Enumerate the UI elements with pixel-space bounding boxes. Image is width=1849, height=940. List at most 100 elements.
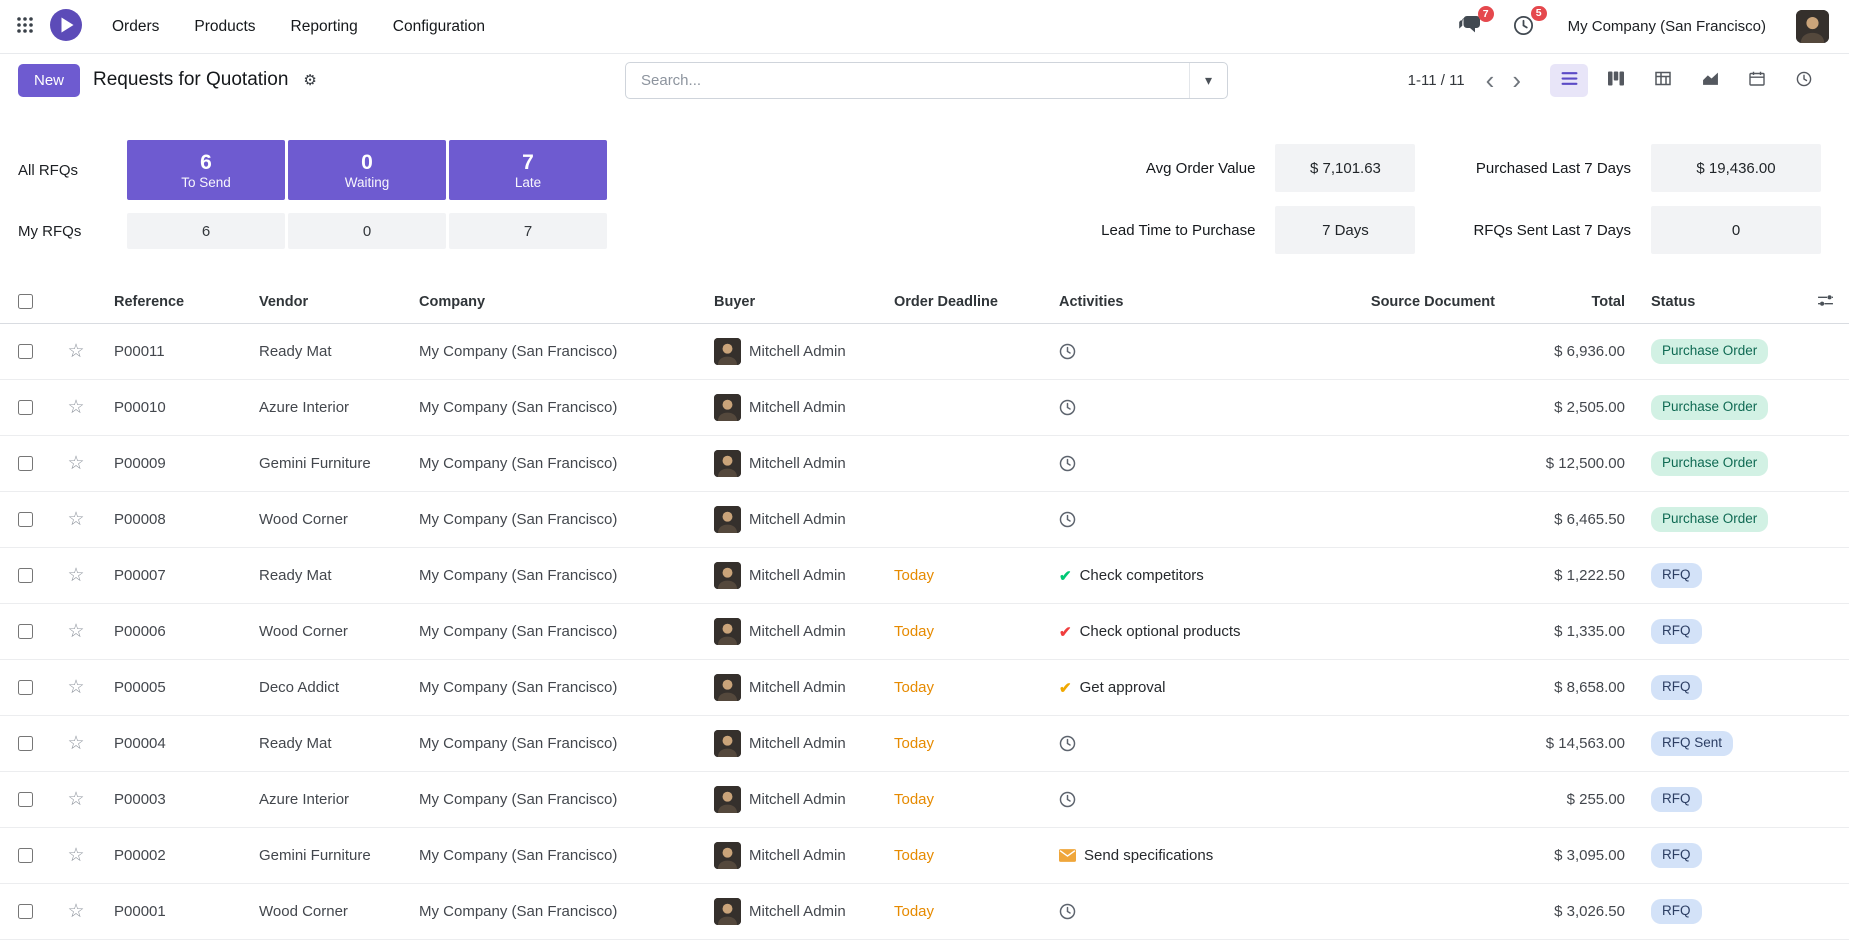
buyer-avatar: [714, 450, 741, 477]
header-total[interactable]: Total: [1591, 293, 1625, 310]
row-checkbox[interactable]: [18, 344, 33, 359]
company-switcher[interactable]: My Company (San Francisco): [1562, 17, 1772, 36]
favorite-star-icon[interactable]: ☆: [67, 398, 85, 417]
activities-cell[interactable]: ✔ Get approval: [1047, 679, 1317, 697]
row-checkbox[interactable]: [18, 736, 33, 751]
table-row[interactable]: ☆ P00003 Azure Interior My Company (San …: [0, 772, 1849, 828]
activities-cell[interactable]: ✔ Check competitors: [1047, 567, 1317, 585]
header-buyer[interactable]: Buyer: [714, 293, 756, 310]
search-dropdown-toggle[interactable]: ▾: [1189, 63, 1227, 98]
activities-cell[interactable]: ✔: [1047, 455, 1317, 472]
favorite-star-icon[interactable]: ☆: [67, 790, 85, 809]
table-row[interactable]: ☆ P00001 Wood Corner My Company (San Fra…: [0, 884, 1849, 940]
favorite-star-icon[interactable]: ☆: [67, 622, 85, 641]
header-order-deadline[interactable]: Order Deadline: [894, 293, 998, 310]
menu-configuration[interactable]: Configuration: [391, 14, 487, 40]
reference-cell: P00008: [114, 511, 166, 528]
activities-cell[interactable]: ✔ Check optional products: [1047, 623, 1317, 641]
pager-next-button[interactable]: ›: [1503, 67, 1530, 93]
apps-menu-button[interactable]: [12, 12, 38, 41]
status-badge: RFQ: [1651, 675, 1702, 700]
activities-cell[interactable]: ✔: [1047, 343, 1317, 360]
table-row[interactable]: ☆ P00009 Gemini Furniture My Company (Sa…: [0, 436, 1849, 492]
vendor-cell: Azure Interior: [259, 791, 350, 808]
menu-orders[interactable]: Orders: [110, 14, 161, 40]
row-checkbox[interactable]: [18, 456, 33, 471]
view-kanban-button[interactable]: [1597, 64, 1635, 97]
header-status[interactable]: Status: [1651, 293, 1696, 310]
stat-all-to-send[interactable]: 6 To Send: [127, 140, 285, 200]
table-row[interactable]: ☆ P00002 Gemini Furniture My Company (Sa…: [0, 828, 1849, 884]
reference-cell: P00001: [114, 903, 166, 920]
company-cell: My Company (San Francisco): [419, 735, 618, 752]
row-checkbox[interactable]: [18, 680, 33, 695]
header-source-document[interactable]: Source Document: [1370, 293, 1495, 310]
main-menu: Orders Products Reporting Configuration: [110, 14, 487, 40]
favorite-star-icon[interactable]: ☆: [67, 454, 85, 473]
menu-reporting[interactable]: Reporting: [289, 14, 360, 40]
optional-columns-button[interactable]: [1813, 289, 1838, 315]
kpi-lead-time[interactable]: 7 Days: [1275, 206, 1416, 254]
view-graph-button[interactable]: [1691, 64, 1729, 97]
favorite-star-icon[interactable]: ☆: [67, 734, 85, 753]
favorite-star-icon[interactable]: ☆: [67, 678, 85, 697]
new-button[interactable]: New: [18, 63, 81, 97]
activities-cell[interactable]: ✔: [1047, 903, 1317, 920]
header-reference[interactable]: Reference: [114, 293, 185, 310]
user-avatar[interactable]: [1796, 10, 1829, 43]
status-cell: Purchase Order: [1637, 339, 1802, 364]
app-logo[interactable]: [49, 8, 83, 45]
activities-cell[interactable]: ✔: [1047, 791, 1317, 808]
menu-products[interactable]: Products: [192, 14, 257, 40]
row-checkbox[interactable]: [18, 904, 33, 919]
activities-button[interactable]: 5: [1509, 5, 1547, 43]
table-row[interactable]: ☆ P00010 Azure Interior My Company (San …: [0, 380, 1849, 436]
kpi-rfqs-sent[interactable]: 0: [1651, 206, 1821, 254]
messages-button[interactable]: 7: [1454, 6, 1494, 42]
header-vendor[interactable]: Vendor: [259, 293, 309, 310]
activities-cell[interactable]: ✔ Send specifications: [1047, 847, 1317, 864]
buyer-avatar: [714, 338, 741, 365]
stat-my-waiting[interactable]: 0: [288, 213, 446, 249]
table-row[interactable]: ☆ P00006 Wood Corner My Company (San Fra…: [0, 604, 1849, 660]
row-checkbox[interactable]: [18, 568, 33, 583]
vendor-cell: Deco Addict: [259, 679, 340, 696]
activity-clock-icon: [1059, 903, 1076, 920]
favorite-star-icon[interactable]: ☆: [67, 342, 85, 361]
buyer-cell: Mitchell Admin: [702, 618, 882, 645]
favorite-star-icon[interactable]: ☆: [67, 846, 85, 865]
activities-cell[interactable]: ✔: [1047, 735, 1317, 752]
row-checkbox[interactable]: [18, 792, 33, 807]
row-checkbox[interactable]: [18, 624, 33, 639]
search-input[interactable]: [626, 63, 1189, 98]
view-activity-button[interactable]: [1785, 64, 1823, 97]
favorite-star-icon[interactable]: ☆: [67, 902, 85, 921]
view-calendar-button[interactable]: [1738, 64, 1776, 97]
table-row[interactable]: ☆ P00011 Ready Mat My Company (San Franc…: [0, 324, 1849, 380]
table-row[interactable]: ☆ P00007 Ready Mat My Company (San Franc…: [0, 548, 1849, 604]
status-badge: RFQ: [1651, 787, 1702, 812]
select-all-checkbox[interactable]: [18, 294, 33, 309]
pager-previous-button[interactable]: ‹: [1477, 67, 1504, 93]
table-row[interactable]: ☆ P00004 Ready Mat My Company (San Franc…: [0, 716, 1849, 772]
table-row[interactable]: ☆ P00008 Wood Corner My Company (San Fra…: [0, 492, 1849, 548]
row-checkbox[interactable]: [18, 512, 33, 527]
table-row[interactable]: ☆ P00005 Deco Addict My Company (San Fra…: [0, 660, 1849, 716]
favorite-star-icon[interactable]: ☆: [67, 510, 85, 529]
activities-cell[interactable]: ✔: [1047, 399, 1317, 416]
stat-all-late[interactable]: 7 Late: [449, 140, 607, 200]
stat-my-late[interactable]: 7: [449, 213, 607, 249]
favorite-star-icon[interactable]: ☆: [67, 566, 85, 585]
activities-cell[interactable]: ✔: [1047, 511, 1317, 528]
kpi-avg-order-value[interactable]: $ 7,101.63: [1275, 144, 1416, 192]
row-checkbox[interactable]: [18, 848, 33, 863]
stat-all-waiting[interactable]: 0 Waiting: [288, 140, 446, 200]
view-pivot-button[interactable]: [1644, 64, 1682, 97]
view-list-button[interactable]: [1550, 63, 1588, 97]
header-activities[interactable]: Activities: [1059, 293, 1124, 310]
action-gear-icon[interactable]: ⚙: [301, 69, 318, 91]
stat-my-to-send[interactable]: 6: [127, 213, 285, 249]
kpi-purchased-last-7-days[interactable]: $ 19,436.00: [1651, 144, 1821, 192]
header-company[interactable]: Company: [419, 293, 486, 310]
row-checkbox[interactable]: [18, 400, 33, 415]
